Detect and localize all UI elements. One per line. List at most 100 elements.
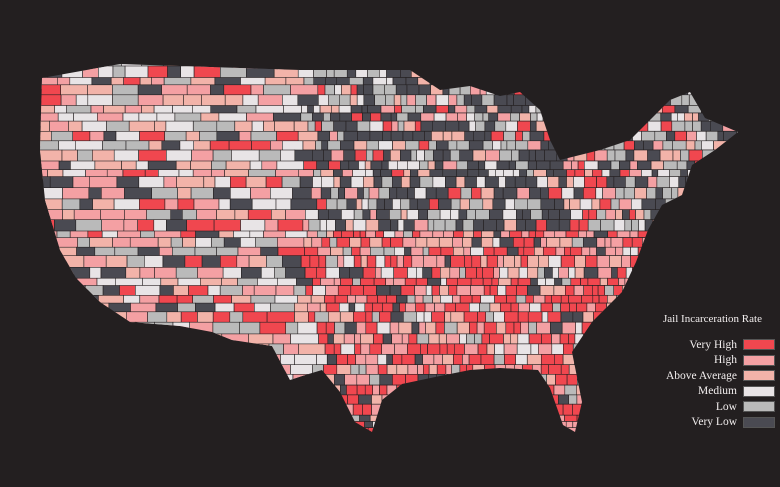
county	[81, 354, 107, 372]
county	[384, 255, 392, 268]
county	[625, 266, 633, 279]
county	[369, 246, 385, 256]
county	[638, 321, 651, 335]
county	[423, 105, 437, 114]
county	[466, 364, 474, 375]
county	[631, 277, 644, 286]
county	[334, 84, 342, 96]
county	[693, 285, 702, 296]
county	[431, 120, 446, 132]
county	[407, 266, 417, 279]
county	[40, 302, 64, 318]
county	[683, 112, 693, 122]
county	[396, 112, 409, 122]
county	[442, 354, 454, 365]
county	[451, 384, 462, 396]
county	[489, 285, 498, 296]
county	[213, 354, 225, 372]
county	[400, 94, 408, 106]
county	[562, 354, 575, 365]
county	[334, 294, 348, 304]
county	[415, 302, 426, 313]
county	[680, 285, 695, 296]
county	[488, 394, 504, 405]
county	[378, 187, 390, 200]
county	[422, 294, 433, 304]
county	[686, 131, 697, 142]
county	[585, 84, 592, 96]
county	[559, 237, 573, 248]
county	[701, 160, 709, 170]
county	[447, 64, 458, 67]
county	[40, 294, 59, 309]
county	[507, 266, 520, 279]
county	[440, 294, 453, 304]
county	[470, 246, 485, 256]
county	[357, 131, 371, 142]
county	[616, 266, 627, 279]
county	[560, 311, 574, 323]
county	[420, 343, 428, 355]
county	[494, 169, 504, 177]
county	[707, 176, 718, 189]
county	[40, 230, 58, 242]
county	[612, 131, 627, 142]
county	[718, 219, 732, 232]
county	[586, 427, 595, 432]
county	[607, 277, 619, 286]
county	[306, 302, 321, 313]
county	[337, 131, 345, 142]
county	[474, 64, 485, 67]
county	[542, 112, 555, 122]
county	[277, 64, 301, 70]
county	[407, 112, 422, 122]
county	[628, 169, 642, 177]
county	[576, 302, 588, 313]
county	[318, 333, 329, 345]
county	[439, 64, 449, 67]
county	[606, 302, 620, 313]
county	[348, 160, 359, 170]
county	[316, 160, 329, 170]
county	[139, 364, 156, 381]
county	[424, 149, 434, 162]
county	[446, 333, 460, 345]
county	[352, 169, 366, 177]
county	[597, 285, 605, 296]
county	[536, 65, 546, 78]
county	[588, 421, 600, 428]
county	[697, 230, 708, 238]
county	[589, 246, 597, 256]
county	[558, 219, 571, 232]
county	[417, 77, 431, 86]
county	[554, 131, 565, 142]
county	[476, 266, 483, 279]
county	[324, 373, 335, 386]
county	[620, 394, 628, 405]
county	[615, 187, 625, 200]
county	[337, 394, 348, 405]
county	[382, 131, 392, 142]
county	[373, 176, 383, 189]
county	[696, 131, 707, 142]
county	[90, 302, 110, 318]
county	[128, 354, 147, 372]
county	[734, 209, 738, 220]
county	[401, 333, 410, 345]
county	[568, 294, 583, 304]
county	[676, 112, 685, 122]
county	[483, 373, 497, 386]
county	[551, 294, 562, 304]
county	[553, 414, 565, 422]
county	[556, 65, 563, 78]
county	[215, 394, 233, 411]
county	[319, 302, 327, 313]
county	[522, 364, 533, 375]
county	[419, 160, 429, 170]
county	[553, 112, 569, 122]
county	[592, 131, 601, 142]
county	[352, 403, 364, 416]
county	[307, 394, 314, 405]
county	[459, 294, 473, 304]
county	[538, 255, 550, 268]
